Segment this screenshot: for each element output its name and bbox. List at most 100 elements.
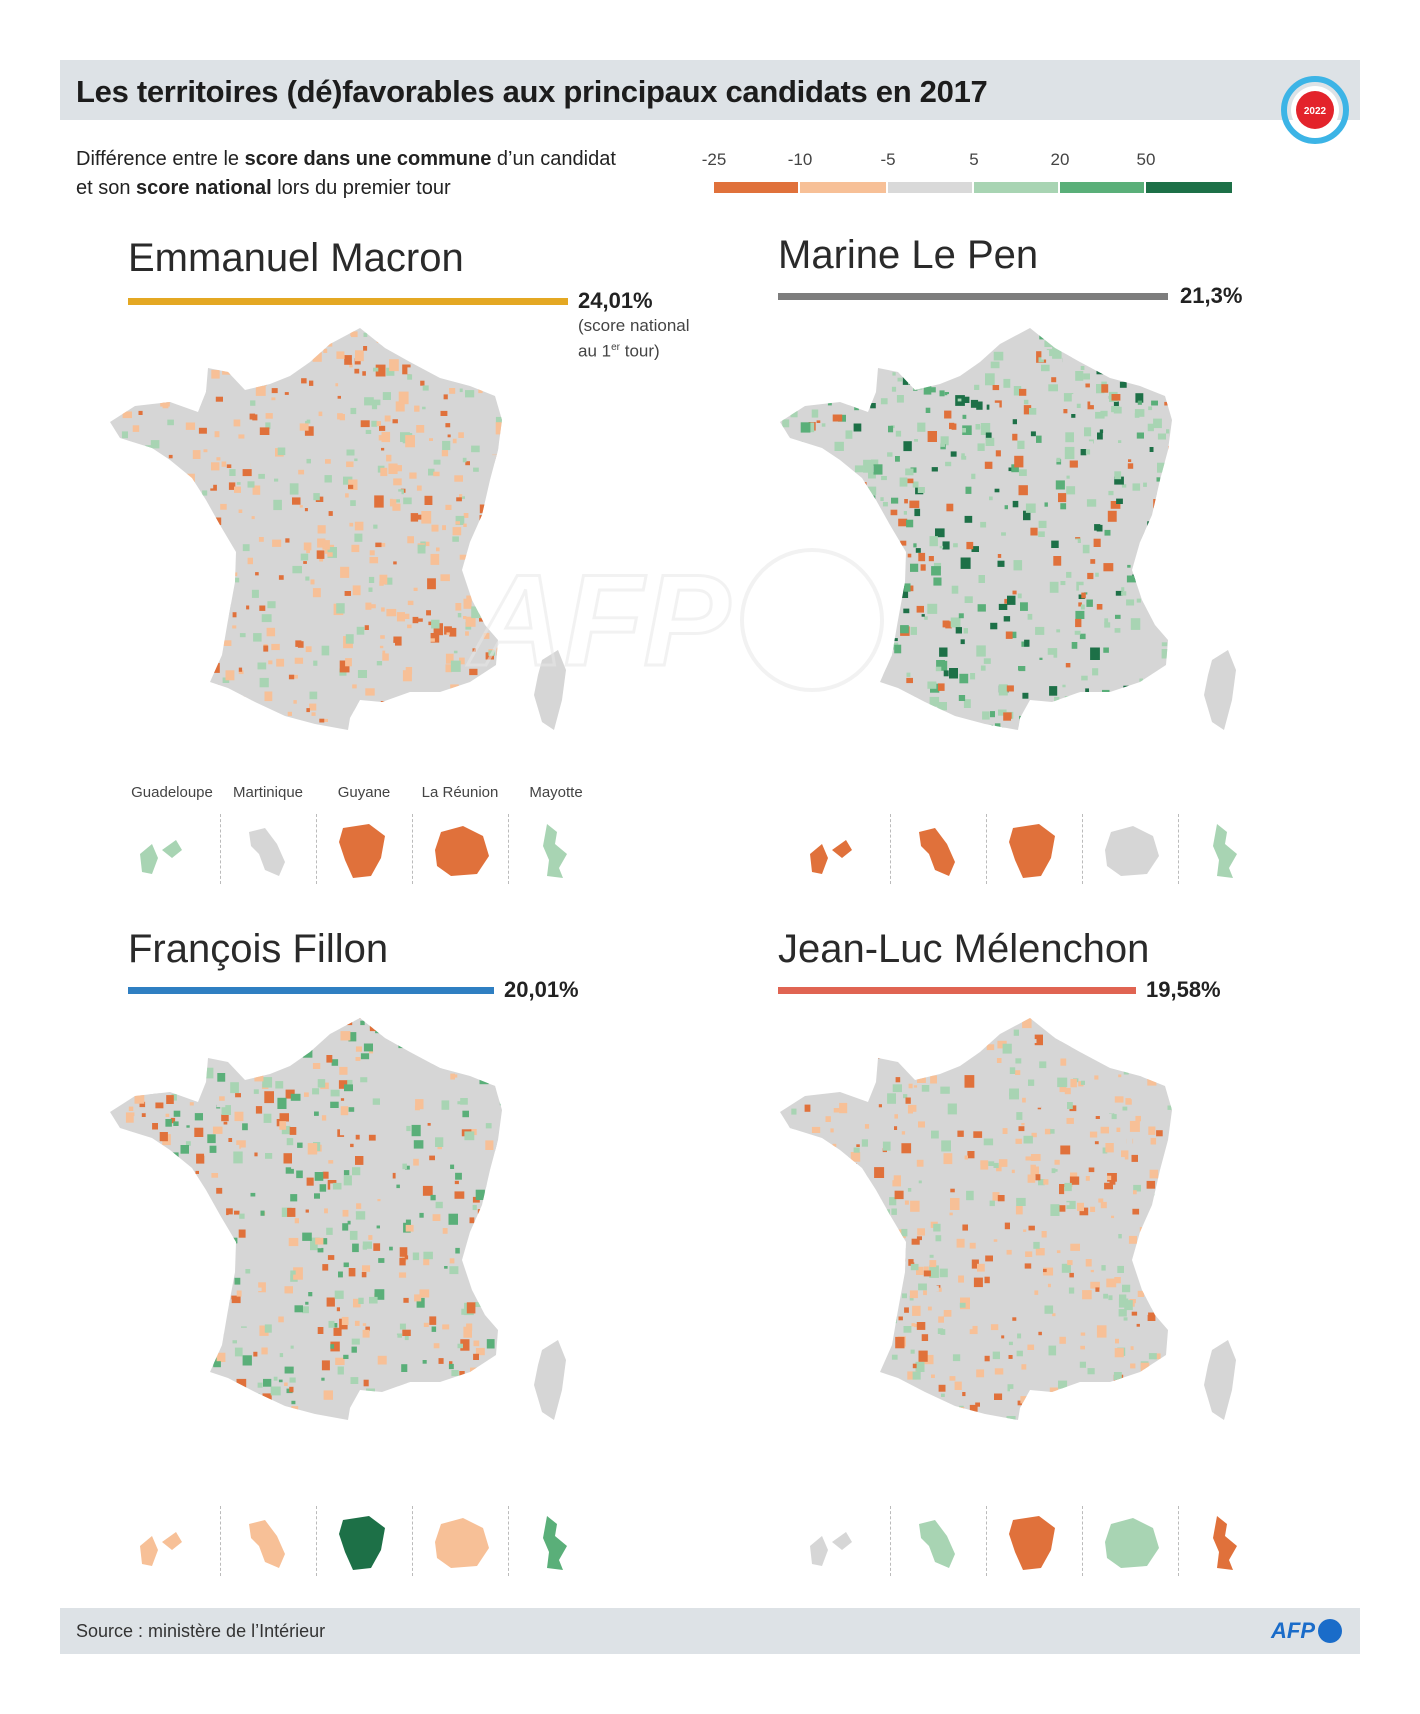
commune-cell bbox=[949, 331, 956, 337]
commune-cell bbox=[427, 1136, 431, 1140]
commune-cell bbox=[371, 399, 381, 410]
commune-cell bbox=[1043, 1179, 1049, 1185]
commune-cell bbox=[853, 423, 862, 432]
commune-cell bbox=[804, 1104, 811, 1112]
commune-cell bbox=[1035, 1248, 1045, 1256]
commune-cell bbox=[906, 672, 911, 677]
commune-cell bbox=[839, 693, 848, 701]
commune-cell bbox=[147, 621, 156, 631]
commune-cell bbox=[336, 351, 345, 359]
commune-cell bbox=[344, 349, 350, 355]
commune-cell bbox=[425, 541, 430, 547]
commune-cell bbox=[821, 1062, 829, 1071]
commune-cell bbox=[135, 671, 146, 682]
commune-cell bbox=[957, 1058, 961, 1061]
commune-cell bbox=[1023, 405, 1032, 415]
commune-cell bbox=[1176, 1254, 1186, 1265]
commune-cell bbox=[879, 1258, 887, 1267]
commune-cell bbox=[234, 1277, 241, 1285]
commune-cell bbox=[1053, 556, 1062, 566]
commune-cell bbox=[453, 650, 458, 654]
commune-cell bbox=[1115, 614, 1121, 619]
commune-cell bbox=[834, 441, 844, 451]
commune-cell bbox=[985, 1255, 993, 1262]
commune-cell bbox=[911, 368, 921, 380]
commune-cell bbox=[438, 1281, 445, 1288]
commune-cell bbox=[239, 572, 249, 584]
commune-cell bbox=[1114, 1041, 1122, 1048]
commune-cell bbox=[444, 626, 452, 635]
commune-cell bbox=[169, 523, 175, 528]
commune-cell bbox=[897, 1255, 906, 1262]
commune-cell bbox=[937, 1018, 945, 1021]
commune-cell bbox=[1064, 1182, 1072, 1192]
commune-cell bbox=[412, 1252, 420, 1261]
commune-cell bbox=[1104, 709, 1108, 713]
commune-cell bbox=[1157, 433, 1166, 440]
commune-cell bbox=[258, 537, 264, 542]
commune-cell bbox=[1117, 1022, 1121, 1027]
commune-cell bbox=[878, 1273, 888, 1284]
commune-cell bbox=[375, 1018, 380, 1019]
commune-cell bbox=[432, 1385, 440, 1396]
commune-cell bbox=[504, 429, 507, 433]
commune-cell bbox=[183, 1302, 191, 1308]
commune-cell bbox=[823, 465, 828, 469]
commune-cell bbox=[1121, 484, 1127, 488]
commune-cell bbox=[207, 650, 212, 654]
commune-cell bbox=[285, 1089, 295, 1099]
commune-cell bbox=[1092, 1049, 1098, 1054]
commune-cell bbox=[291, 1406, 299, 1414]
commune-cell bbox=[392, 328, 398, 330]
commune-cell bbox=[305, 1301, 309, 1305]
commune-cell bbox=[811, 1126, 821, 1133]
commune-cell bbox=[199, 726, 205, 730]
commune-cell bbox=[966, 1190, 974, 1201]
commune-cell bbox=[352, 1167, 361, 1176]
commune-cell bbox=[1016, 1018, 1021, 1021]
commune-cell bbox=[842, 620, 846, 624]
commune-cell bbox=[264, 1324, 272, 1333]
commune-cell bbox=[485, 652, 494, 660]
commune-cell bbox=[509, 410, 515, 416]
commune-cell bbox=[416, 335, 426, 347]
commune-cell bbox=[482, 333, 492, 346]
commune-cell bbox=[1001, 434, 1011, 445]
commune-cell bbox=[225, 1381, 233, 1388]
commune-cell bbox=[313, 725, 317, 729]
commune-cell bbox=[259, 1325, 269, 1336]
commune-cell bbox=[365, 1393, 371, 1398]
commune-cell bbox=[326, 1297, 335, 1307]
commune-cell bbox=[402, 364, 411, 375]
commune-cell bbox=[1161, 649, 1171, 659]
overseas-minimap bbox=[986, 814, 1083, 884]
commune-cell bbox=[252, 647, 263, 659]
commune-cell bbox=[787, 501, 795, 510]
commune-cell bbox=[195, 1170, 199, 1174]
footer-bar: Source : ministère de l’Intérieur AFP bbox=[60, 1608, 1360, 1654]
commune-cell bbox=[399, 1257, 406, 1266]
commune-cell bbox=[345, 658, 352, 667]
commune-cell bbox=[955, 1018, 965, 1024]
commune-cell bbox=[882, 502, 888, 507]
commune-cell bbox=[411, 557, 422, 568]
commune-cell bbox=[1156, 1048, 1162, 1054]
overseas-minimap bbox=[986, 1506, 1083, 1576]
commune-cell bbox=[994, 1393, 1003, 1400]
commune-cell bbox=[475, 1027, 484, 1037]
commune-cell bbox=[280, 1406, 285, 1411]
score-bar bbox=[128, 298, 568, 305]
commune-cell bbox=[319, 1184, 327, 1192]
legend-swatch bbox=[714, 182, 798, 193]
commune-cell bbox=[117, 1222, 124, 1231]
commune-cell bbox=[452, 527, 462, 536]
commune-cell bbox=[1015, 1205, 1023, 1215]
commune-cell bbox=[130, 1314, 140, 1323]
commune-cell bbox=[788, 557, 797, 568]
commune-cell bbox=[148, 594, 156, 603]
commune-cell bbox=[1140, 1274, 1145, 1278]
commune-cell bbox=[335, 1357, 345, 1365]
commune-cell bbox=[931, 1130, 939, 1139]
commune-cell bbox=[1093, 639, 1098, 643]
commune-cell bbox=[984, 1026, 991, 1032]
